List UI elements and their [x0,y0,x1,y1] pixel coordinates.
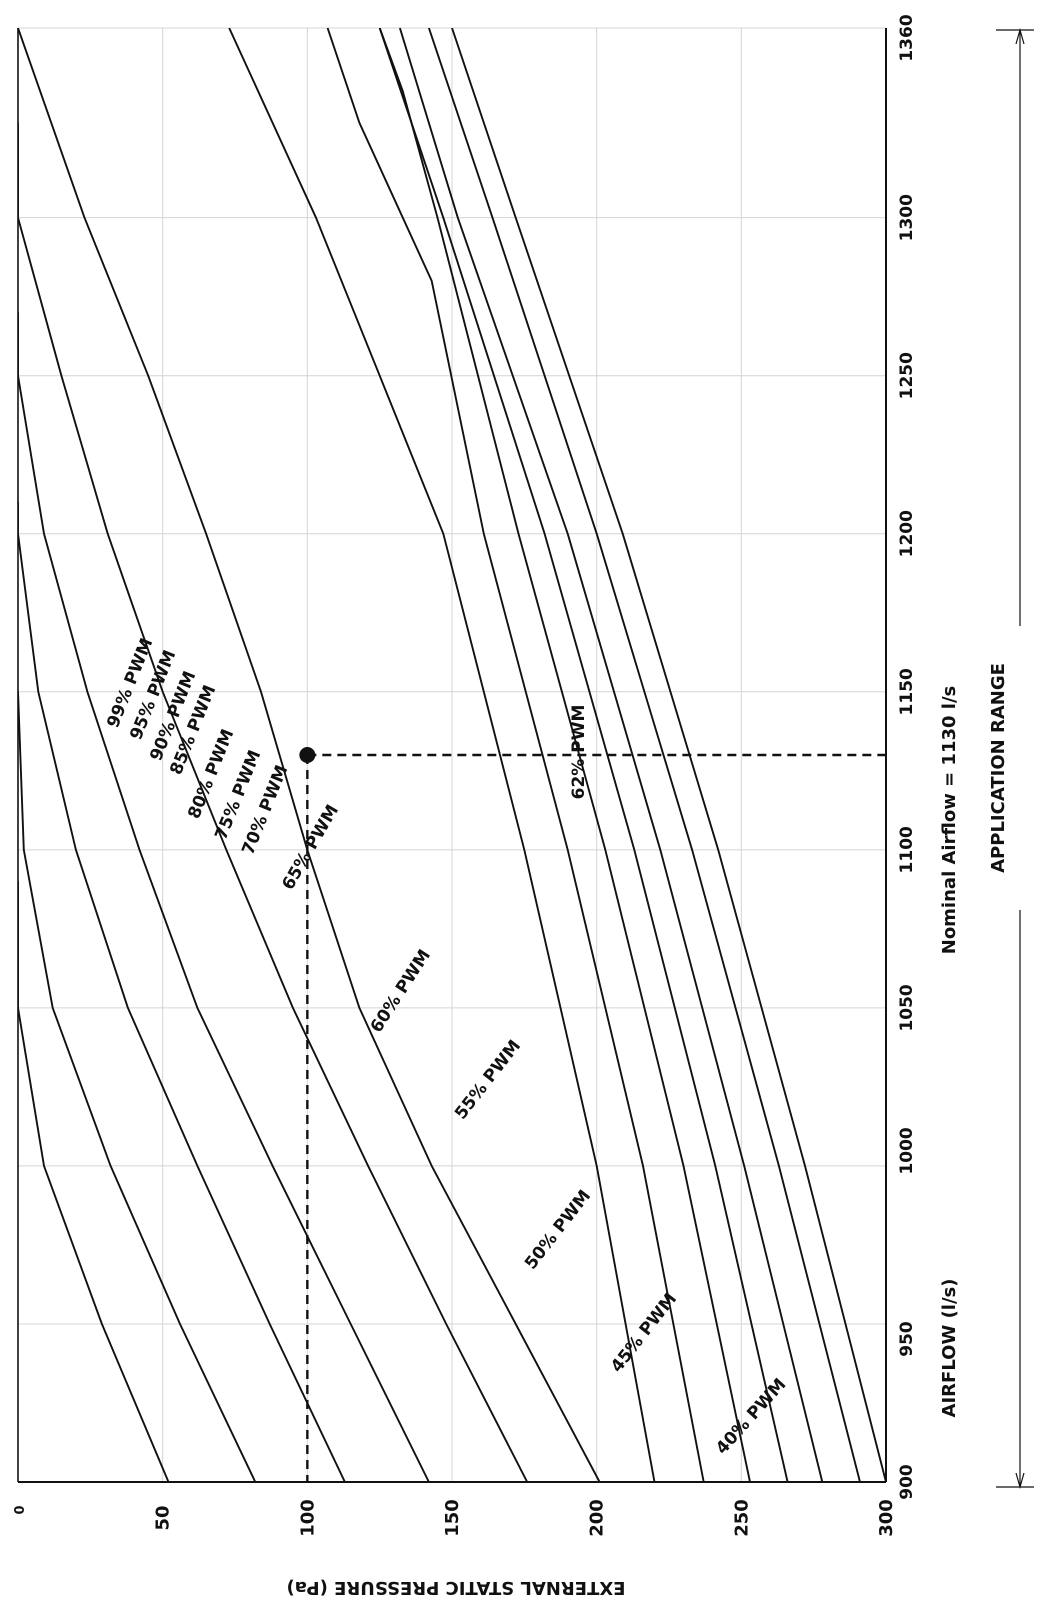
x-axis-title: AIRFLOW (l/s) [939,1279,960,1418]
operating-point-group [299,747,886,1482]
airflow-tick-1000: 1000 [897,1127,917,1174]
airflow-tick-labels: 900 950 1000 1050 1100 1150 1200 1250 1300 1360 [897,14,917,1500]
curve-65-pwm [18,28,601,1482]
curve-80-pwm [378,28,751,1482]
axis-titles: AIRFLOW (l/s) EXTERNAL STATIC PRESSURE (… [287,663,1010,1598]
curve-70-pwm [228,28,656,1482]
curve-45-pwm [18,691,257,1482]
curve-95-pwm [427,28,861,1482]
application-range-bracket [996,27,1034,1490]
operating-point-marker [299,747,316,763]
pressure-tick-250: 250 [731,1499,752,1537]
airflow-tick-1200: 1200 [897,510,917,557]
airflow-tick-950: 950 [897,1321,917,1357]
curve-90-pwm [398,28,824,1482]
airflow-tick-900: 900 [897,1464,917,1500]
airflow-tick-1150: 1150 [897,668,917,715]
pwm-curves [18,28,886,1482]
pressure-tick-100: 100 [297,1499,318,1537]
airflow-tick-1050: 1050 [897,984,917,1031]
airflow-tick-1100: 1100 [897,826,917,873]
application-range-label: APPLICATION RANGE [988,663,1009,873]
pressure-tick-150: 150 [442,1499,463,1537]
pressure-tick-labels: 0 50 100 150 200 250 300 [13,1499,897,1537]
y-axis-title: EXTERNAL STATIC PRESSURE (Pa) [287,1577,626,1598]
pressure-tick-200: 200 [587,1499,608,1537]
airflow-tick-1360: 1360 [897,14,917,61]
operating-point-label: 62% PWM [569,705,589,800]
pressure-tick-0: 0 [13,1505,28,1514]
range-arrow-top [1015,27,1025,45]
curve-60-pwm [18,122,529,1482]
pressure-tick-50: 50 [153,1505,174,1530]
curve-55-pwm [18,312,430,1482]
airflow-tick-1250: 1250 [897,352,917,399]
nominal-airflow-label: Nominal Airflow = 1130 l/s [939,686,960,955]
curve-75-pwm [326,28,705,1482]
curve-40-pwm [18,881,170,1482]
curve-85-pwm [378,28,789,1482]
curve-50-pwm [18,502,346,1482]
range-arrow-bottom [1015,1472,1025,1490]
curve-99-pwm [451,28,886,1482]
pressure-tick-300: 300 [876,1499,897,1537]
airflow-tick-1300: 1300 [897,194,917,241]
